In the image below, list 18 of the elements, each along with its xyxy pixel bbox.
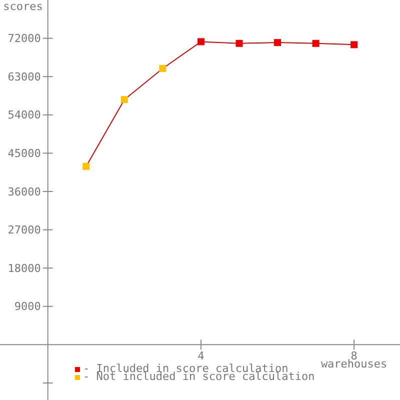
y-tick-label: 72000 [8, 32, 41, 46]
point [82, 162, 90, 170]
point [312, 40, 320, 47]
y-axis-title: scores [3, 0, 43, 13]
y-tick-label: 18000 [8, 262, 41, 275]
y-tick-label: 63000 [8, 70, 41, 84]
point [274, 39, 282, 46]
point [159, 65, 166, 72]
y-tick-label: 54000 [8, 108, 41, 122]
y-tick-label: 9000 [14, 300, 41, 314]
point [197, 38, 204, 46]
y-tick-label: 45000 [8, 147, 41, 160]
y-tick-label: 27000 [8, 224, 41, 237]
point [350, 41, 358, 48]
point [120, 96, 128, 104]
x-tick-label: 4 [198, 350, 205, 363]
y-tick-label: 36000 [8, 185, 41, 198]
point [236, 40, 243, 47]
